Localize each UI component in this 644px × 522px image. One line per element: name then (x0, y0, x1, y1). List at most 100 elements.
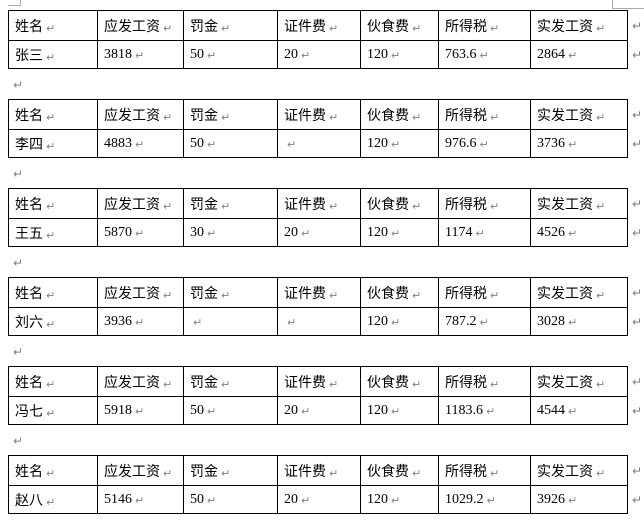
header-cell[interactable]: 实发工资 ↵ (530, 366, 628, 397)
empty-paragraph[interactable]: ↵ (8, 425, 613, 455)
data-cell[interactable]: 120 ↵ (360, 485, 439, 514)
header-cell[interactable]: 应发工资 ↵ (97, 10, 184, 41)
data-cell[interactable]: 3936 ↵ (97, 307, 184, 336)
header-cell[interactable]: 证件费 ↵ (277, 10, 361, 41)
cell-end-mark-icon: ↵ (490, 110, 500, 124)
data-cell[interactable]: 120 ↵ (360, 218, 439, 247)
header-cell[interactable]: 伙食费 ↵ (360, 188, 439, 219)
data-cell[interactable]: 3818 ↵ (97, 40, 184, 69)
header-cell[interactable]: 应发工资 ↵ (97, 366, 184, 397)
data-cell[interactable]: 3028 ↵ (530, 307, 628, 336)
cell-end-mark-icon: ↵ (46, 317, 56, 331)
header-cell[interactable]: 伙食费 ↵ (360, 10, 439, 41)
header-cell-label: 实发工资 (537, 19, 593, 35)
data-cell[interactable]: 3926 ↵ (530, 485, 628, 514)
cell-end-mark-icon: ↵ (207, 226, 217, 240)
data-cell[interactable]: 120 ↵ (360, 396, 439, 425)
header-cell[interactable]: 实发工资 ↵ (530, 188, 628, 219)
data-cell[interactable]: 1183.6 ↵ (438, 396, 531, 425)
data-cell[interactable]: ↵ (183, 307, 278, 336)
data-cell[interactable]: 20 ↵ (277, 485, 361, 514)
empty-paragraph[interactable]: ↵ (8, 247, 613, 277)
data-cell[interactable]: 2864 ↵ (530, 40, 628, 69)
header-cell[interactable]: 罚金 ↵ (183, 10, 278, 41)
data-cell[interactable]: 120 ↵ (360, 129, 439, 158)
header-cell[interactable]: 证件费 ↵ (277, 99, 361, 130)
header-cell[interactable]: 姓名 ↵ (8, 10, 98, 41)
header-cell[interactable]: 证件费 ↵ (277, 277, 361, 308)
data-cell[interactable]: 787.2 ↵ (438, 307, 531, 336)
header-cell[interactable]: 罚金 ↵ (183, 99, 278, 130)
data-cell[interactable]: 50 ↵ (183, 40, 278, 69)
header-cell[interactable]: 所得税 ↵ (438, 455, 531, 486)
table-data-row: 王五 ↵ 5870 ↵ 30 ↵ 20 ↵ 120 ↵ 1174 ↵ 4526 ↵ (8, 218, 628, 247)
data-cell[interactable]: 20 ↵ (277, 396, 361, 425)
data-cell-value: 763.6 (445, 46, 477, 62)
header-cell[interactable]: 所得税 ↵ (438, 188, 531, 219)
data-cell[interactable]: 5870 ↵ (97, 218, 184, 247)
data-cell[interactable]: 刘六 ↵ (8, 307, 98, 336)
data-cell[interactable]: 5918 ↵ (97, 396, 184, 425)
header-cell[interactable]: 罚金 ↵ (183, 366, 278, 397)
header-cell[interactable]: 应发工资 ↵ (97, 455, 184, 486)
header-cell[interactable]: 实发工资 ↵ (530, 277, 628, 308)
header-cell[interactable]: 所得税 ↵ (438, 99, 531, 130)
header-cell[interactable]: 实发工资 ↵ (530, 455, 628, 486)
data-cell[interactable]: 赵八 ↵ (8, 485, 98, 514)
row-end-mark-icon: ↵ (632, 286, 643, 300)
header-cell[interactable]: 姓名 ↵ (8, 366, 98, 397)
data-cell[interactable]: 20 ↵ (277, 218, 361, 247)
header-cell[interactable]: 伙食费 ↵ (360, 455, 439, 486)
data-cell[interactable]: 5146 ↵ (97, 485, 184, 514)
data-cell[interactable]: 120 ↵ (360, 307, 439, 336)
header-cell[interactable]: 姓名 ↵ (8, 277, 98, 308)
data-cell[interactable]: 1174 ↵ (438, 218, 531, 247)
data-cell[interactable]: 976.6 ↵ (438, 129, 531, 158)
header-cell[interactable]: 证件费 ↵ (277, 366, 361, 397)
data-cell[interactable]: 王五 ↵ (8, 218, 98, 247)
header-cell[interactable]: 姓名 ↵ (8, 99, 98, 130)
empty-paragraph[interactable]: ↵ (8, 69, 613, 99)
data-cell[interactable]: 张三 ↵ (8, 40, 98, 69)
header-cell[interactable]: 证件费 ↵ (277, 188, 361, 219)
data-cell[interactable]: 4883 ↵ (97, 129, 184, 158)
header-cell[interactable]: 伙食费 ↵ (360, 99, 439, 130)
row-end-mark: ↵ (632, 366, 644, 396)
data-cell[interactable]: ↵ (277, 129, 361, 158)
header-cell[interactable]: 所得税 ↵ (438, 277, 531, 308)
header-cell[interactable]: 所得税 ↵ (438, 366, 531, 397)
data-cell[interactable]: 50 ↵ (183, 129, 278, 158)
header-cell[interactable]: 实发工资 ↵ (530, 99, 628, 130)
header-cell[interactable]: 姓名 ↵ (8, 455, 98, 486)
data-cell[interactable]: 4544 ↵ (530, 396, 628, 425)
header-cell[interactable]: 罚金 ↵ (183, 188, 278, 219)
header-cell[interactable]: 罚金 ↵ (183, 455, 278, 486)
data-cell[interactable]: 李四 ↵ (8, 129, 98, 158)
data-cell-value: 赵八 (15, 493, 43, 509)
empty-paragraph[interactable]: ↵ (8, 336, 613, 366)
data-cell[interactable]: 3736 ↵ (530, 129, 628, 158)
data-cell[interactable]: 1029.2 ↵ (438, 485, 531, 514)
header-cell[interactable]: 伙食费 ↵ (360, 366, 439, 397)
header-cell[interactable]: 应发工资 ↵ (97, 99, 184, 130)
data-cell[interactable]: 50 ↵ (183, 396, 278, 425)
data-cell[interactable]: 30 ↵ (183, 218, 278, 247)
data-cell[interactable]: 冯七 ↵ (8, 396, 98, 425)
header-cell[interactable]: 证件费 ↵ (277, 455, 361, 486)
data-cell[interactable]: 50 ↵ (183, 485, 278, 514)
header-cell[interactable]: 罚金 ↵ (183, 277, 278, 308)
header-cell[interactable]: 姓名 ↵ (8, 188, 98, 219)
data-cell[interactable]: 4526 ↵ (530, 218, 628, 247)
data-cell[interactable]: 120 ↵ (360, 40, 439, 69)
data-cell-value: 20 (284, 402, 298, 418)
header-cell[interactable]: 实发工资 ↵ (530, 10, 628, 41)
cell-end-mark-icon: ↵ (221, 466, 231, 480)
data-cell[interactable]: ↵ (277, 307, 361, 336)
header-cell[interactable]: 应发工资 ↵ (97, 277, 184, 308)
empty-paragraph[interactable]: ↵ (8, 158, 613, 188)
header-cell[interactable]: 伙食费 ↵ (360, 277, 439, 308)
data-cell[interactable]: 20 ↵ (277, 40, 361, 69)
header-cell[interactable]: 应发工资 ↵ (97, 188, 184, 219)
header-cell[interactable]: 所得税 ↵ (438, 10, 531, 41)
data-cell[interactable]: 763.6 ↵ (438, 40, 531, 69)
